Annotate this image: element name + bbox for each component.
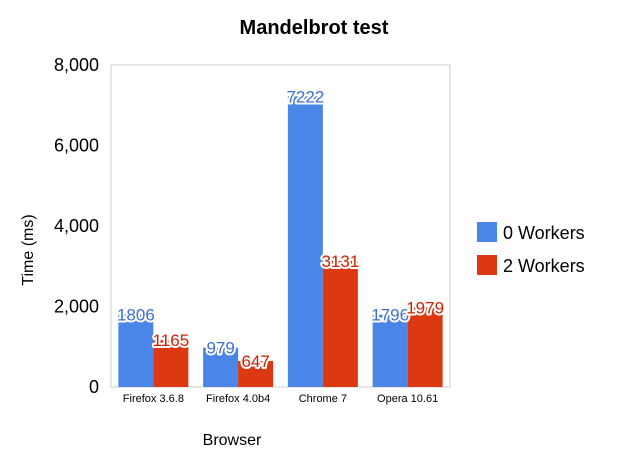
data-label: 7222 [286,87,324,106]
data-label: 1979 [406,298,444,317]
bar [372,314,408,387]
bar [238,360,274,387]
data-label: 1165 [153,331,190,350]
legend-label: 0 Workers [503,223,585,243]
bar [203,347,239,387]
y-axis-label: Time (ms) [20,214,37,285]
legend-label: 2 Workers [503,256,585,276]
data-label: 1806 [117,305,155,324]
x-tick-label: Chrome 7 [299,393,347,405]
bar [287,96,323,387]
x-axis-label: Browser [203,432,262,449]
x-tick-label: Opera 10.61 [377,393,438,405]
data-label: 979 [206,339,234,358]
x-axis: Firefox 3.6.8 Firefox 4.0b4 Chrome 7 Opera … [123,393,438,405]
legend-swatch [477,255,497,275]
y-tick-label: 4,000 [54,216,99,236]
bar [118,314,154,387]
bar [153,340,189,387]
bars [118,96,443,387]
y-tick-label: 2,000 [54,297,99,317]
bar [407,307,443,387]
chart-title: Mandelbrot test [240,17,389,39]
data-label: 1796 [371,306,409,325]
legend-swatch [477,222,497,242]
x-tick-label: Firefox 3.6.8 [123,393,184,405]
data-label: 647 [241,352,269,371]
y-tick-label: 0 [89,377,99,397]
x-tick-label: Firefox 4.0b4 [206,393,270,405]
y-axis: 0 2,000 4,000 6,000 8,000 [54,55,99,397]
legend: 0 Workers 2 Workers [477,222,585,276]
y-tick-label: 6,000 [54,136,99,156]
bar [322,260,358,387]
data-label: 3131 [321,252,359,271]
y-tick-label: 8,000 [54,55,99,75]
